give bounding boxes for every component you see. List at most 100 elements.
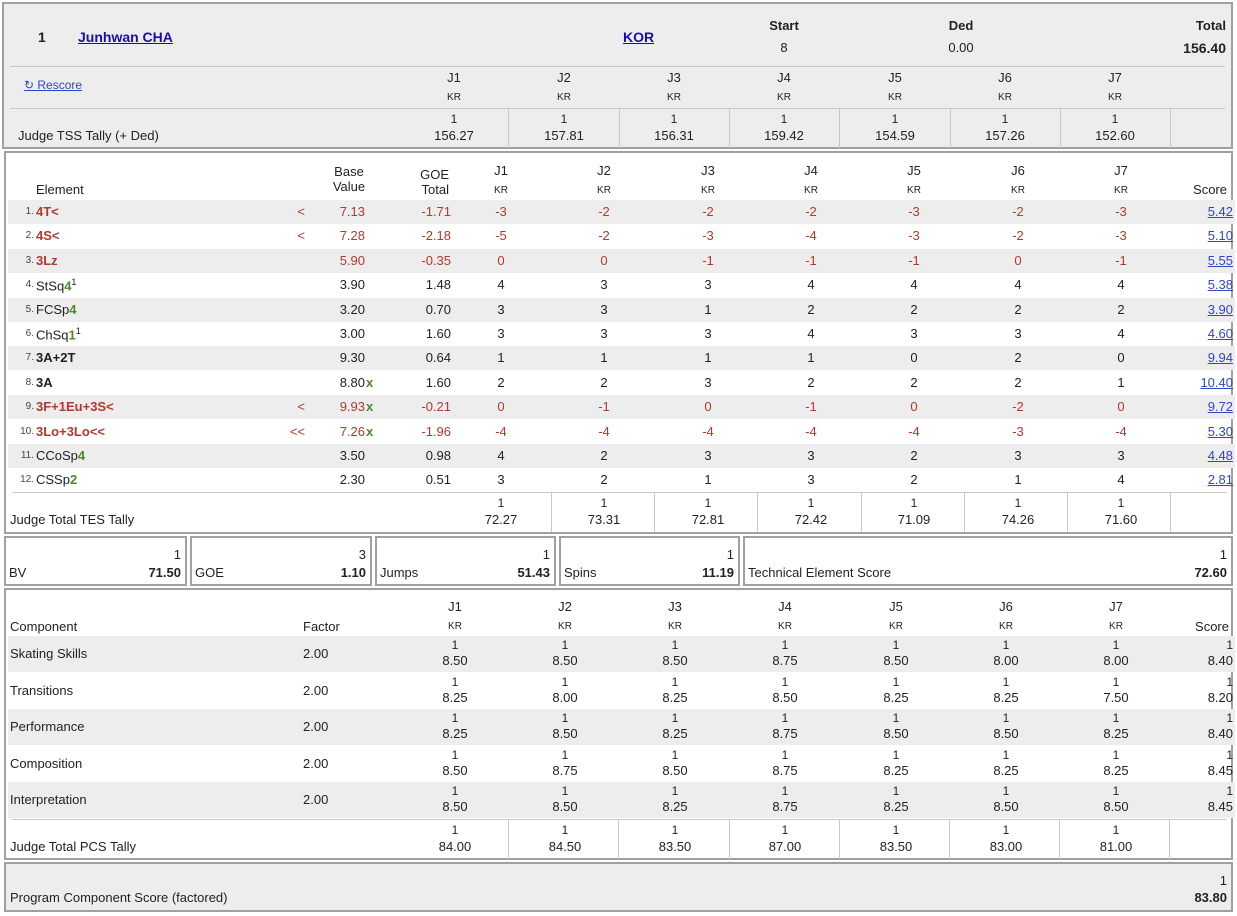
element-score-link[interactable]: 5.38	[1207, 277, 1233, 293]
element-code: CCoSp	[36, 448, 78, 463]
nation-link[interactable]: KOR	[623, 29, 655, 45]
rescore-link[interactable]: ↻ Rescore	[24, 78, 83, 92]
component-factor: 2.00	[303, 646, 329, 661]
bv-value: 71.50	[148, 565, 181, 580]
judge-tss-label: Judge TSS Tally (+ Ded)	[18, 128, 159, 143]
pcs-score-header: Score	[1195, 619, 1229, 634]
pcs-tally-rank: 1	[892, 823, 900, 837]
element-level: 4	[64, 278, 72, 294]
element-mark: <	[51, 228, 60, 244]
base-value: 3.20	[339, 301, 365, 317]
component-score: 8.40	[1207, 653, 1233, 668]
column-divider	[839, 108, 840, 148]
element-number: 6.	[25, 328, 34, 339]
element-score-link[interactable]: 3.90	[1207, 301, 1233, 317]
element-score-link[interactable]: 5.55	[1207, 252, 1233, 268]
component-judge-score: 8.25	[1103, 762, 1129, 778]
element-code: ChSq	[36, 327, 69, 343]
judge-goe: 2	[807, 301, 815, 317]
pcs-tally-value: 84.00	[438, 839, 472, 854]
component-name: Transitions	[10, 682, 74, 698]
component-name: Interpretation	[10, 792, 87, 808]
component-judge-score: 8.50	[662, 762, 688, 778]
element-score-link[interactable]: 4.60	[1207, 326, 1233, 341]
goe-total: 0.51	[425, 472, 451, 488]
spins-rank: 1	[726, 547, 734, 562]
element-score-link[interactable]: 9.94	[1207, 350, 1233, 366]
element-row: 8. 3A 8.80 x 1.60 2 2 3 2 2 2 1 10.40	[8, 371, 1235, 395]
bonus-x-mark: x	[366, 423, 374, 439]
component-row: Transitions 2.00 1 8.25 1 8.00 1 8.25 1 8.50 1 8.25…	[8, 673, 1235, 709]
component-header: Component	[10, 619, 78, 634]
tes-tally-rank: 1	[600, 496, 608, 510]
element-judge-nation: KR	[494, 185, 508, 196]
component-judge-rank: 1	[1112, 674, 1120, 689]
component-judge-rank: 1	[781, 747, 789, 762]
component-judge-rank: 1	[1112, 638, 1120, 652]
component-judge-rank: 1	[892, 747, 900, 762]
element-number: 2.	[25, 230, 34, 242]
component-score: 8.45	[1207, 799, 1233, 815]
component-judge-rank: 1	[1002, 674, 1010, 689]
component-judge-score: 8.25	[883, 799, 909, 815]
base-value-header-line2: Value	[332, 179, 366, 194]
element-number: 11.	[20, 450, 34, 461]
component-judge-rank: 1	[892, 674, 900, 689]
element-mark: <	[51, 204, 59, 219]
judge-goe: 1	[600, 350, 608, 366]
element-judge-nation: KR	[1114, 185, 1128, 196]
jumps-box: 1 Jumps 51.43	[375, 536, 556, 586]
goe-total-header-line1: GOE	[420, 167, 449, 182]
jumps-value: 51.43	[517, 565, 550, 580]
judge-goe: 2	[600, 374, 608, 390]
goe-total: 1.60	[425, 326, 451, 341]
element-score-link[interactable]: 4.48	[1207, 448, 1233, 463]
header-judge-tss-value: 154.59	[875, 128, 915, 143]
element-name: StSq41	[36, 277, 76, 293]
pcs-tally-label: Judge Total PCS Tally	[10, 839, 136, 854]
element-number: 3.	[25, 254, 34, 266]
component-judge-name: J1	[448, 599, 462, 614]
judge-goe: 4	[497, 277, 505, 293]
element-score-link[interactable]: 10.40	[1200, 374, 1233, 390]
judge-goe: -3	[495, 204, 507, 219]
judge-goe: 3	[1014, 448, 1022, 463]
judge-goe: 1	[1117, 374, 1125, 390]
pcs-tally-rank: 1	[1112, 823, 1120, 837]
component-judge-score: 8.50	[442, 762, 468, 778]
tes-value: 72.60	[1194, 565, 1227, 580]
element-score-link[interactable]: 5.30	[1207, 423, 1233, 439]
component-rank: 1	[1226, 638, 1233, 652]
component-judge-rank: 1	[781, 674, 789, 689]
element-score-link[interactable]: 5.42	[1207, 204, 1233, 219]
component-score: 8.45	[1207, 762, 1233, 778]
ded-label: Ded	[948, 18, 974, 33]
goe-total: -0.35	[421, 252, 451, 268]
judge-goe: 1	[807, 350, 815, 366]
component-judge-score: 8.75	[772, 726, 798, 742]
element-level: 2	[69, 472, 78, 488]
column-divider	[861, 492, 862, 532]
base-value: 2.30	[339, 472, 365, 488]
component-judge-score: 8.25	[442, 726, 468, 742]
element-score-link[interactable]: 9.72	[1207, 399, 1233, 415]
element-superscript: 1	[75, 326, 81, 336]
element-number: 9.	[25, 401, 34, 413]
tes-box: 1 Technical Element Score 72.60	[743, 536, 1233, 586]
element-score-link[interactable]: 2.81	[1207, 472, 1233, 488]
base-value-header: Base Value	[324, 164, 374, 194]
component-factor: 2.00	[303, 682, 329, 698]
judge-goe: 3	[600, 326, 608, 341]
element-score-link[interactable]: 5.10	[1207, 228, 1233, 244]
component-judge-name: J3	[668, 599, 682, 614]
judge-goe: 4	[1117, 277, 1125, 293]
skater-name-link[interactable]: Junhwan CHA	[78, 29, 173, 45]
base-value: 3.50	[339, 448, 365, 463]
bonus-x-mark: x	[366, 374, 374, 390]
goe-total: 1.60	[425, 374, 451, 390]
skater-header-panel: 1 Junhwan CHA KOR Start 8 Ded 0.00 Total…	[2, 2, 1233, 149]
element-name: 3F+1Eu+3S<	[36, 399, 114, 414]
column-divider	[1060, 108, 1061, 148]
component-judge-score: 8.50	[442, 799, 468, 815]
element-name: 4T<	[36, 204, 59, 219]
